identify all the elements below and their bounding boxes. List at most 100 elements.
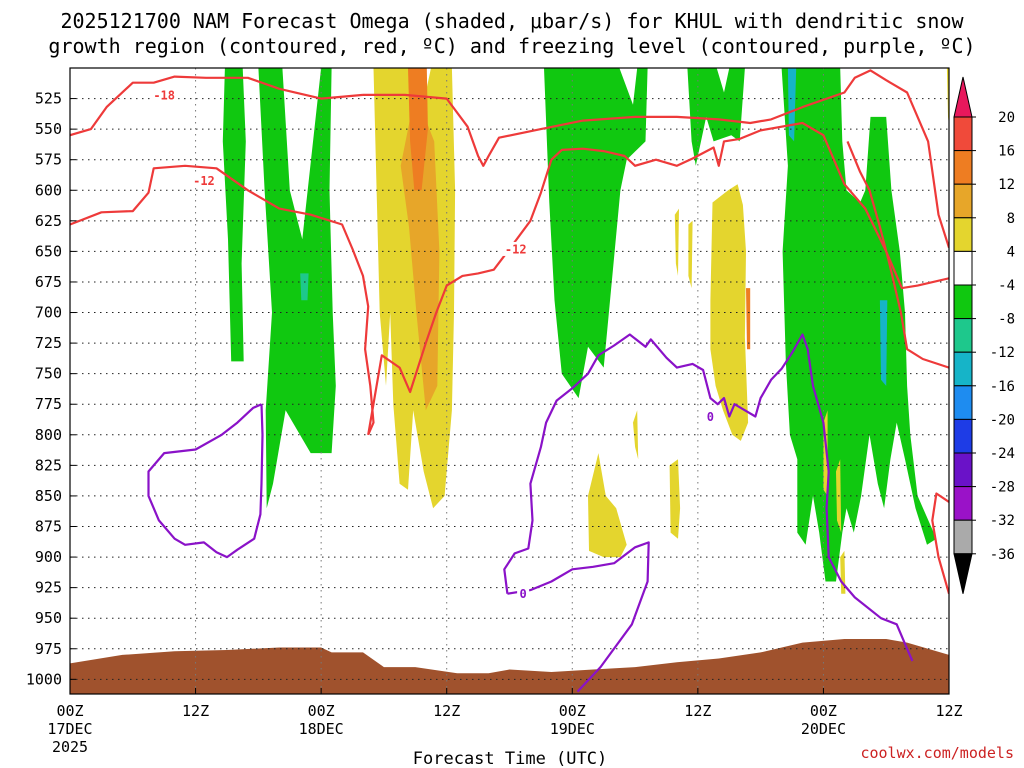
freezing-contour-line-0 [147, 403, 264, 559]
dgz-contour-label-0: -18 [153, 88, 175, 102]
freezing-contour-label-bg-2 [704, 409, 717, 424]
freezing-contour-line-1 [507, 541, 650, 693]
x-tick-date-0: 17DEC [47, 720, 92, 738]
omega-region-12 [633, 410, 639, 460]
dgz-contour-line-3 [363, 69, 949, 249]
dgz-contour-label-2: -12 [505, 242, 527, 256]
x-tick-label-4: 00Z [559, 702, 586, 720]
x-tick-year-0: 2025 [52, 738, 88, 756]
colorbar-legend: 20 16 12 8 4 -4 -8 -12 -16 -20 -24 -28 -32 -36 [953, 76, 1015, 594]
colorbar-swatch-8 [953, 351, 973, 387]
terrain-layer [70, 639, 949, 694]
y-axis: 525 550 575 600 625 650 675 700 725 750 775 800 825 8… [26, 90, 76, 688]
chart-title-line2: growth region (contoured, red, ºC) and f… [48, 34, 975, 58]
x-tick-label-0: 00Z [56, 702, 83, 720]
colorbar-label-4: 4 [1007, 244, 1015, 260]
y-tick-label-8: 725 [35, 334, 62, 352]
y-tick-label-19: 1000 [26, 670, 62, 688]
y-tick-label-14: 875 [35, 517, 62, 535]
y-tick-label-13: 850 [35, 487, 62, 505]
y-tick-label-1: 550 [35, 120, 62, 138]
colorbar-swatch-4 [953, 217, 973, 252]
colorbar-label-11: -28 [990, 480, 1015, 496]
freezing-contour-label-bg-1 [517, 586, 530, 601]
x-tick-date-2: 18DEC [299, 720, 344, 738]
colorbar-swatch-10 [953, 418, 973, 454]
colorbar-label-7: -12 [990, 345, 1015, 361]
colorbar-swatch-0 [953, 76, 973, 118]
omega-region-14 [687, 68, 745, 166]
dgz-contour-label-1: -12 [193, 174, 215, 188]
colorbar-label-1: 16 [998, 144, 1015, 160]
y-tick-label-15: 900 [35, 548, 62, 566]
y-tick-label-12: 825 [35, 456, 62, 474]
dgz-contour-line-5 [931, 492, 949, 595]
omega-region-9 [710, 184, 749, 441]
dgz-contour-line-1 [70, 164, 375, 436]
colorbar-swatch-3 [953, 183, 973, 219]
dgz-contour-line-4 [846, 140, 949, 369]
colorbar-label-10: -24 [990, 446, 1015, 462]
y-tick-label-16: 925 [35, 579, 62, 597]
dgz-contour-label-bg-0 [150, 87, 179, 102]
y-tick-label-7: 700 [35, 304, 62, 322]
colorbar-swatch-12 [953, 486, 973, 521]
terrain-fill [70, 639, 949, 694]
dgz-contour-label-bg-2 [501, 241, 530, 256]
colorbar-swatch-9 [953, 385, 973, 420]
omega-shading-layer [222, 68, 949, 594]
freezing-contour-line-2 [503, 333, 914, 662]
y-tick-label-4: 625 [35, 212, 62, 230]
omega-region-13 [669, 459, 681, 539]
x-tick-date-6: 20DEC [801, 720, 846, 738]
x-tick-label-3: 12Z [433, 702, 460, 720]
dgz-contour-label-bg-1 [189, 173, 218, 188]
colorbar-label-9: -20 [990, 412, 1015, 428]
colorbar-label-6: -8 [998, 312, 1015, 328]
y-tick-label-3: 600 [35, 181, 62, 199]
x-tick-label-7: 12Z [935, 702, 962, 720]
colorbar-label-12: -32 [990, 513, 1015, 529]
y-tick-label-9: 750 [35, 365, 62, 383]
colorbar-swatch-2 [953, 150, 973, 185]
freezing-contour-label-1: 0 [519, 587, 526, 601]
colorbar-label-3: 8 [1007, 211, 1015, 227]
omega-region-10 [746, 288, 751, 350]
grid-lines [70, 68, 949, 694]
x-tick-label-1: 12Z [182, 702, 209, 720]
y-tick-label-18: 975 [35, 640, 62, 658]
colorbar-label-2: 12 [998, 177, 1015, 193]
y-tick-label-6: 675 [35, 273, 62, 291]
y-tick-label-10: 775 [35, 395, 62, 413]
dgz-contour-line-2 [367, 121, 949, 435]
x-tick-label-6: 00Z [810, 702, 837, 720]
colorbar-swatch-7 [953, 318, 973, 353]
chart-title-line1: 2025121700 NAM Forecast Omega (shaded, μ… [60, 9, 964, 33]
plot-frame [69, 67, 950, 695]
omega-region-1 [258, 68, 336, 509]
colorbar-label-5: -4 [998, 278, 1015, 294]
colorbar-label-0: 20 [998, 110, 1015, 126]
contour-layer [70, 69, 949, 693]
source-credit: coolwx.com/models [860, 744, 1014, 762]
x-tick-date-4: 19DEC [550, 720, 595, 738]
omega-region-8 [688, 220, 693, 289]
x-tick-label-2: 00Z [308, 702, 335, 720]
omega-region-2 [300, 273, 309, 301]
x-tick-label-5: 12Z [684, 702, 711, 720]
colorbar-swatch-5 [953, 250, 973, 286]
colorbar-swatch-11 [953, 452, 973, 488]
contour-labels: -18 -12 -12 0 0 [150, 87, 717, 601]
omega-region-7 [674, 208, 679, 276]
colorbar-swatch-6 [953, 284, 973, 320]
colorbar-label-8: -16 [990, 379, 1015, 395]
omega-region-15 [781, 68, 937, 582]
y-tick-label-17: 950 [35, 609, 62, 627]
omega-region-11 [588, 453, 627, 558]
dgz-contour-line-0 [70, 75, 364, 137]
colorbar-swatch-13 [953, 519, 973, 555]
colorbar-label-13: -36 [990, 547, 1015, 563]
freezing-contour-label-2: 0 [707, 410, 714, 424]
